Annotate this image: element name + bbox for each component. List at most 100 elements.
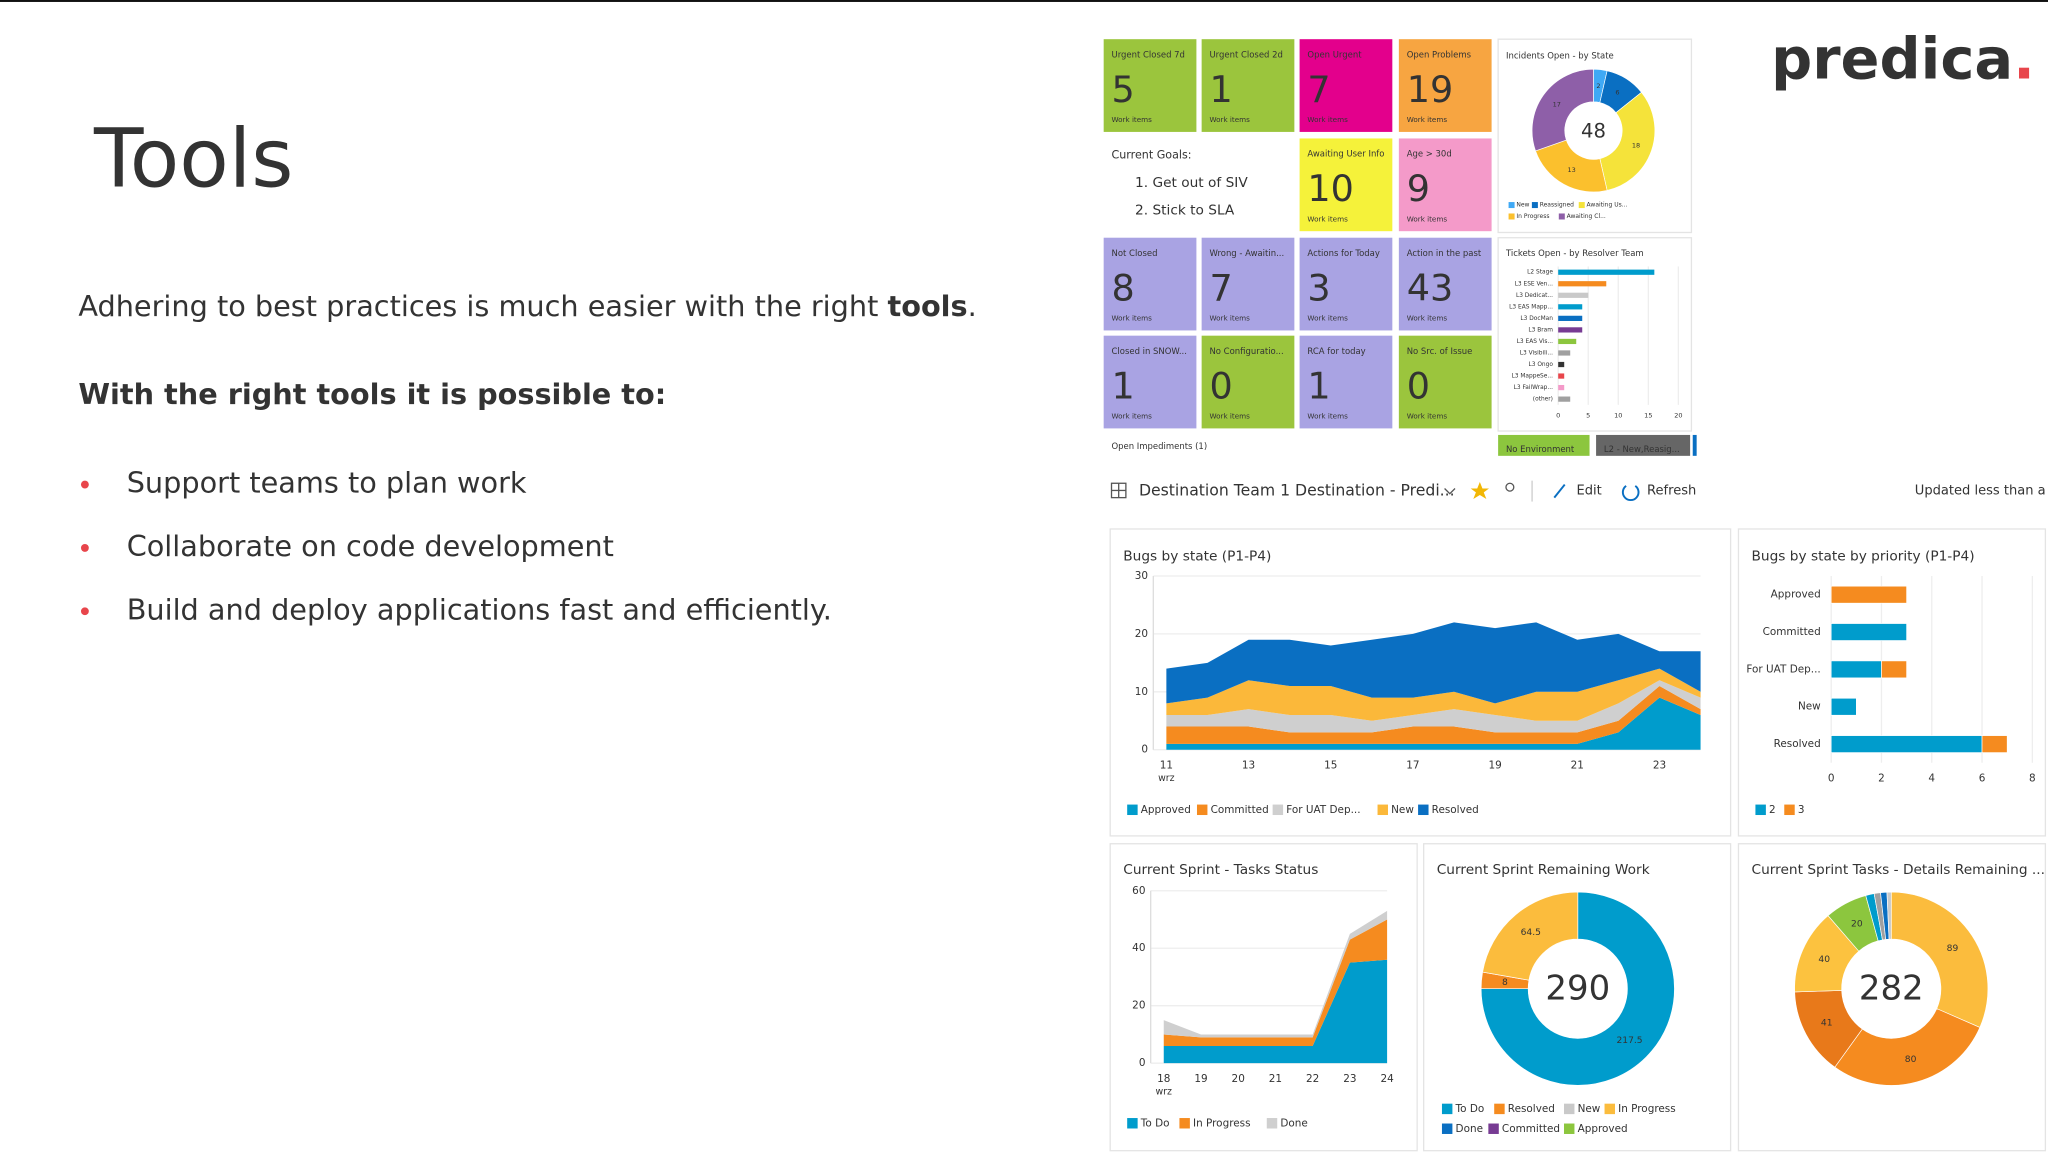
tile xyxy=(1201,39,1295,132)
y-tick-label: Approved xyxy=(1771,589,1821,601)
legend-label: Awaiting Cl... xyxy=(1567,213,1606,220)
area xyxy=(1166,680,1701,733)
bar xyxy=(1830,735,1983,753)
bar xyxy=(1558,373,1565,379)
x-tick-label: 19 xyxy=(1194,1073,1207,1085)
legend-label: In Progress xyxy=(1618,1103,1676,1115)
legend-label: To Do xyxy=(1455,1103,1485,1115)
area xyxy=(1166,697,1701,750)
bar xyxy=(1830,660,1882,679)
bar xyxy=(1881,660,1907,679)
legend-swatch xyxy=(1494,1103,1505,1115)
bar xyxy=(1558,292,1589,298)
legend-label: In Progress xyxy=(1193,1117,1251,1129)
tile xyxy=(1103,237,1197,331)
slice-label: 20 xyxy=(1851,920,1863,930)
area xyxy=(1163,919,1388,1046)
x-tick-label: 20 xyxy=(1674,411,1682,419)
tile-label: Actions for Today xyxy=(1307,248,1379,258)
legend-label: Committed xyxy=(1502,1123,1560,1135)
panel xyxy=(1737,528,2047,837)
x-tick-label: 10 xyxy=(1614,411,1622,419)
x-tick-label: 24 xyxy=(1380,1073,1394,1085)
tile-label: RCA for today xyxy=(1307,346,1365,356)
y-tick-label: 30 xyxy=(1135,570,1148,582)
tile xyxy=(1201,335,1295,429)
x-tick-label: 21 xyxy=(1571,759,1584,771)
tile xyxy=(1103,335,1197,429)
bar xyxy=(1981,735,2008,753)
tile-value: 7 xyxy=(1307,68,1330,111)
bullet-dot xyxy=(80,480,89,489)
tile xyxy=(1398,138,1492,232)
tile-value: 1 xyxy=(1112,364,1135,407)
tile-value: 1 xyxy=(1209,68,1232,111)
tile-label: Action in the past xyxy=(1407,248,1482,258)
legend-label: New xyxy=(1578,1103,1601,1115)
toolbar-edit: Edit xyxy=(1576,484,1601,499)
y-tick-label: L3 FailWrap... xyxy=(1514,385,1554,391)
y-tick-label: L3 MappeSe... xyxy=(1512,374,1554,380)
chart-title: Tickets Open - by Resolver Team xyxy=(1505,248,1644,258)
tile-label: Wrong - Awaitin... xyxy=(1209,248,1284,258)
legend-swatch xyxy=(1488,1123,1499,1134)
legend-label: Resolved xyxy=(1508,1103,1555,1115)
tile-sub: Work items xyxy=(1407,412,1448,421)
y-tick-label: 0 xyxy=(1141,744,1148,756)
tile-value: 0 xyxy=(1407,364,1430,407)
chart-title: Current Sprint Tasks - Details Remaining… xyxy=(1752,862,2046,878)
y-tick-label: Committed xyxy=(1763,626,1821,638)
x-tick-label: 13 xyxy=(1242,759,1255,771)
bullet: Support teams to plan work xyxy=(127,466,527,500)
intro: Adhering to best practices is much easie… xyxy=(78,289,976,323)
tile-sub: Work items xyxy=(1112,115,1153,124)
legend-label: Done xyxy=(1456,1123,1483,1135)
toolbar-icons xyxy=(1110,480,1640,502)
legend-swatch xyxy=(1531,202,1538,209)
legend-swatch xyxy=(1755,804,1766,816)
x-tick-label: 4 xyxy=(1928,772,1935,784)
bar xyxy=(1558,338,1577,345)
bar xyxy=(1558,384,1565,391)
x-tick-label: 0 xyxy=(1828,772,1835,784)
tile-label: Open Problems xyxy=(1407,49,1471,59)
y-tick-label: L3 Ongo xyxy=(1528,362,1553,368)
goal-item: 2. Stick to SLA xyxy=(1135,202,1235,218)
tile xyxy=(1299,237,1393,331)
legend-label: Committed xyxy=(1211,804,1269,816)
intro-text: Adhering to best practices is much easie… xyxy=(78,289,887,323)
intro-bold: tools xyxy=(887,289,967,323)
area xyxy=(1163,959,1388,1064)
tile-value: 1 xyxy=(1307,364,1330,407)
slice-label: 89 xyxy=(1947,944,1959,954)
slice-label: 13 xyxy=(1568,166,1576,174)
legend-label: Approved xyxy=(1578,1123,1628,1135)
x-tick-label: 21 xyxy=(1269,1073,1282,1085)
legend-swatch xyxy=(1266,1118,1278,1129)
y-tick-label: L3 ESE Ven... xyxy=(1515,281,1553,287)
y-tick-label: 60 xyxy=(1132,885,1145,897)
tile-value: 3 xyxy=(1307,266,1330,309)
impediment-text: No Environment xyxy=(1506,444,1575,454)
legend-label: Done xyxy=(1280,1117,1307,1129)
tile-sub: Work items xyxy=(1307,214,1348,223)
tile-sub: Work items xyxy=(1307,412,1348,421)
logo: predica. xyxy=(1771,25,2035,92)
tile-sub: Work items xyxy=(1407,314,1448,323)
pie-slice xyxy=(1834,1008,1981,1086)
chart-title: Current Sprint Remaining Work xyxy=(1437,862,1650,878)
tile-sub: Work items xyxy=(1407,115,1448,124)
x-tick-label: 2 xyxy=(1878,772,1885,784)
tile-label: Open Urgent xyxy=(1307,49,1362,59)
x-tick-label: 0 xyxy=(1556,411,1560,419)
legend-swatch xyxy=(1179,1118,1190,1129)
slice-label: 17 xyxy=(1553,101,1561,109)
bar xyxy=(1830,585,1907,604)
y-tick-label: L3 Bram xyxy=(1528,327,1553,333)
legend-swatch xyxy=(1127,804,1138,816)
legend-label: 2 xyxy=(1769,804,1776,816)
pie-slice xyxy=(1890,891,1989,1028)
legend-swatch xyxy=(1127,1118,1138,1129)
tile-label: Urgent Closed 7d xyxy=(1112,49,1185,59)
